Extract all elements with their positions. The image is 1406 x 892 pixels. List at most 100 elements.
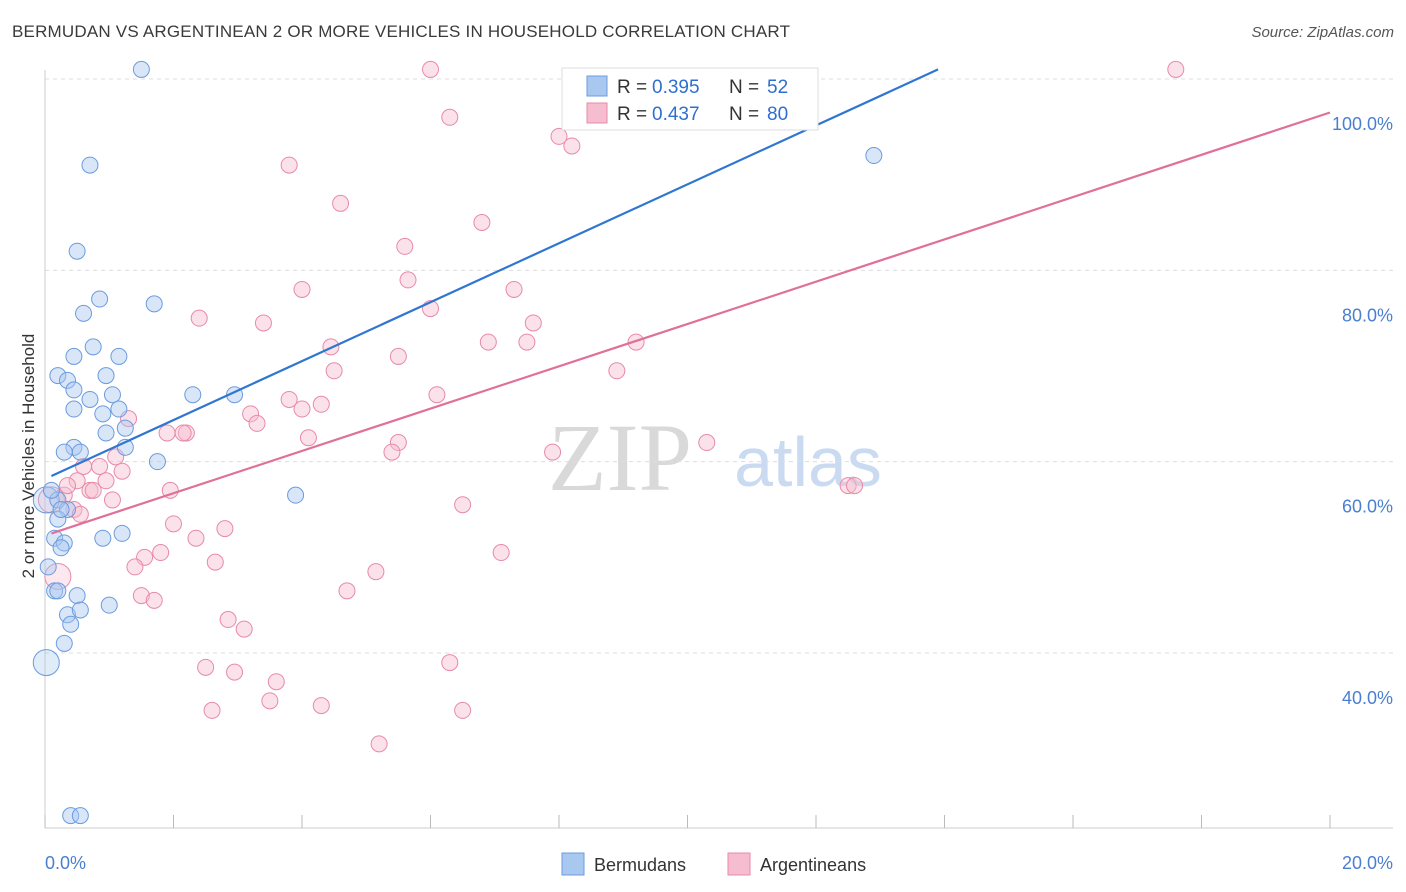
argentineans-point (152, 544, 170, 562)
bermudans-point (113, 524, 131, 542)
argentineans-point (113, 462, 131, 480)
bermudans-point (55, 534, 73, 552)
bermudans-point (132, 60, 150, 78)
bermudans-point (65, 347, 83, 365)
bermudans-point (97, 424, 115, 442)
x-tick-label: 0.0% (45, 853, 86, 873)
argentineans-point (293, 280, 311, 298)
bermudans-point (62, 807, 80, 825)
argentineans-point (254, 314, 272, 332)
bermudans-point (65, 381, 83, 399)
bermudans-point (52, 539, 70, 557)
y-tick-label: 80.0% (1342, 305, 1393, 325)
argentineans-point (518, 333, 536, 351)
argentineans-point (158, 424, 176, 442)
axes (44, 70, 1393, 829)
bermudans-point (55, 634, 73, 652)
argentineans-point (206, 553, 224, 571)
argentineans-point (187, 529, 205, 547)
argentineans-point (370, 735, 388, 753)
argentineans-point (190, 309, 208, 327)
argentineans-point (58, 477, 76, 495)
argentineans-point (846, 477, 864, 495)
bermudans-regression-line (50, 68, 939, 478)
argentineans-point (126, 558, 144, 576)
argentineans-point (698, 434, 716, 452)
bermudans-point (49, 367, 67, 385)
argentineans-point (103, 491, 121, 509)
argentineans-point (219, 611, 237, 629)
argentineans-point (479, 333, 497, 351)
argentineans-point (492, 544, 510, 562)
argentineans-point (161, 481, 179, 499)
bermudans-point (58, 606, 76, 624)
argentineans-regression-line (51, 111, 1331, 535)
argentineans-point (544, 443, 562, 461)
bermudans-point (49, 582, 67, 600)
legend-swatch-argentineans (586, 102, 608, 124)
legend-r-value-bermudans: 0.395 (652, 77, 700, 98)
argentineans-point (332, 194, 350, 212)
argentineans-point (312, 395, 330, 413)
argentineans-point (454, 496, 472, 514)
argentineans-point (389, 434, 407, 452)
bermudans-point (184, 386, 202, 404)
argentineans-point (422, 60, 439, 78)
argentineans-point (312, 697, 330, 715)
argentineans-point (524, 314, 542, 332)
argentineans-point (550, 127, 568, 145)
x-tick-label: 20.0% (1342, 853, 1393, 873)
argentineans-point (399, 271, 417, 289)
chart-title: BERMUDAN VS ARGENTINEAN 2 OR MORE VEHICL… (12, 22, 791, 41)
argentineans-point (338, 582, 356, 600)
bermudans-point (65, 400, 83, 418)
bermudans-point (148, 453, 166, 471)
bermudans-point (55, 443, 73, 461)
argentineans-point (261, 692, 279, 710)
argentineans-point (267, 673, 285, 691)
bottom-legend-label-bermudans: Bermudans (594, 855, 686, 875)
bermudans-point (49, 510, 67, 528)
bermudans-point (81, 390, 99, 408)
bermudans-point (116, 419, 134, 437)
source-attribution: Source: ZipAtlas.com (1251, 24, 1394, 41)
bermudans-point (110, 400, 128, 418)
bermudans-point (84, 338, 102, 356)
bermudans-point (97, 367, 115, 385)
argentineans-point (84, 481, 102, 499)
argentineans-point (293, 400, 311, 418)
argentineans-point (428, 386, 446, 404)
y-tick-label: 100.0% (1332, 114, 1393, 134)
regression-lines (50, 68, 1331, 535)
bottom-legend-label-argentineans: Argentineans (760, 855, 866, 875)
legend-n-label-bermudans: N = (729, 77, 759, 98)
argentineans-point (563, 137, 581, 155)
watermark-zip: ZIP (548, 404, 692, 511)
bottom-legend-swatch-bermudans (561, 852, 585, 876)
bermudans-point (91, 290, 109, 308)
series-bermudans-points (32, 60, 883, 825)
bermudans-point (71, 443, 89, 461)
argentineans-point (145, 591, 163, 609)
bermudans-point (39, 558, 57, 576)
argentineans-point (505, 280, 523, 298)
argentineans-point (280, 156, 298, 174)
bermudans-point (103, 386, 121, 404)
bermudans-point (46, 529, 64, 547)
argentineans-point (71, 505, 89, 523)
bermudans-point (81, 156, 99, 174)
bermudans-point (52, 501, 70, 518)
argentineans-point (235, 620, 253, 638)
argentineans-point (226, 663, 244, 681)
argentineans-point (197, 658, 215, 676)
argentineans-point (97, 472, 115, 490)
bermudans-point (145, 295, 163, 313)
bermudans-point (68, 242, 86, 260)
series-argentineans-points (37, 60, 1185, 753)
legend-r-label-bermudans: R = (617, 77, 647, 98)
bermudans-point (62, 615, 80, 633)
argentineans-point (441, 108, 459, 126)
y-axis-title: 2 or more Vehicles in Household (19, 334, 38, 579)
legend-n-label-argentineans: N = (729, 104, 759, 125)
